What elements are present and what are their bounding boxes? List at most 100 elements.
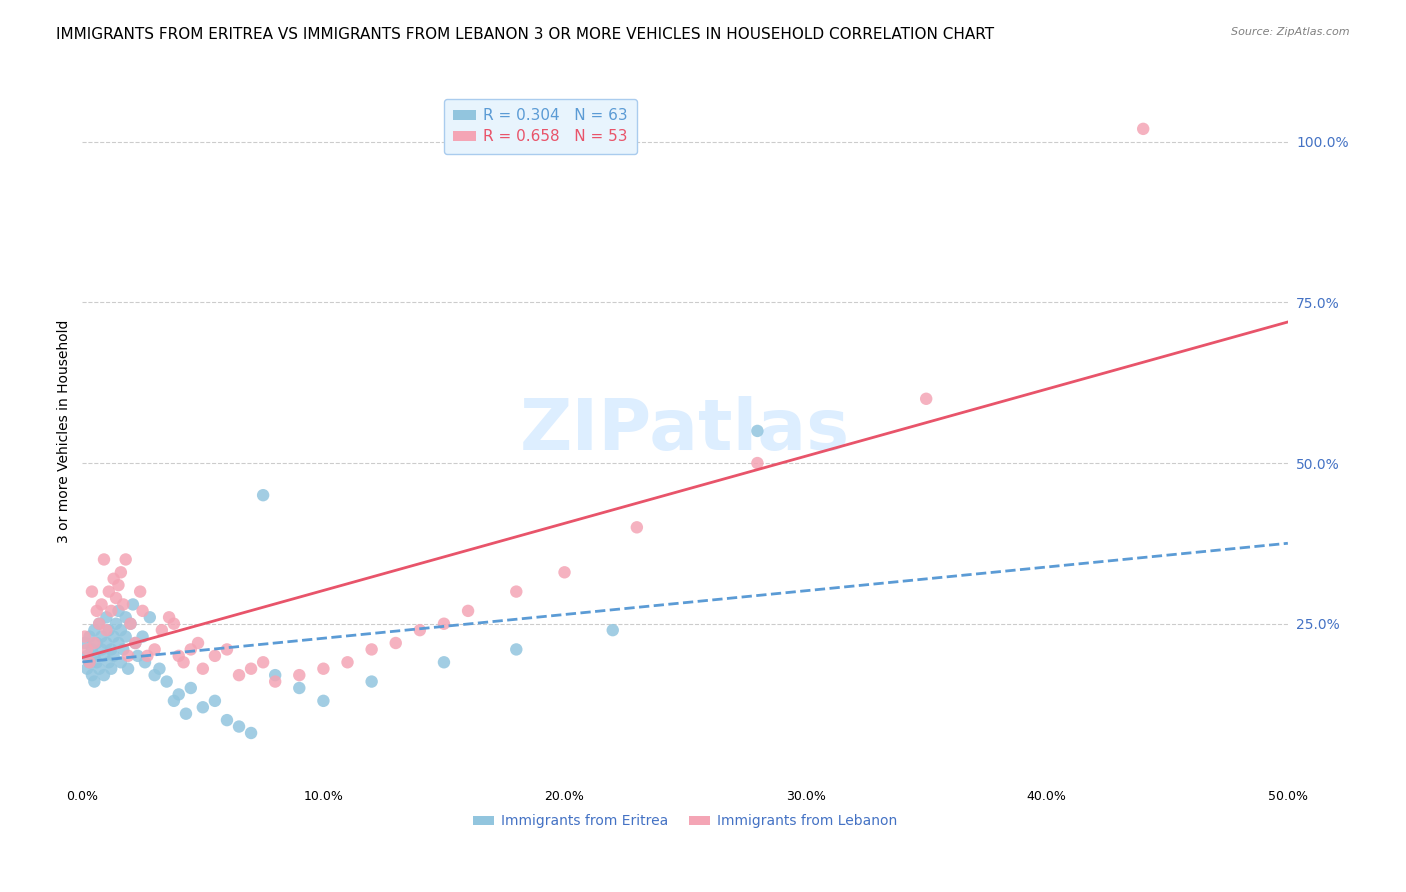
Point <box>122 598 145 612</box>
Point <box>191 700 214 714</box>
Point <box>505 584 527 599</box>
Point <box>80 668 103 682</box>
Point <box>120 616 142 631</box>
Point <box>110 566 132 580</box>
Point <box>180 642 202 657</box>
Point <box>107 604 129 618</box>
Point <box>173 655 195 669</box>
Point <box>80 584 103 599</box>
Point <box>433 616 456 631</box>
Point <box>96 610 118 624</box>
Point <box>100 604 122 618</box>
Point <box>83 674 105 689</box>
Point <box>264 674 287 689</box>
Point <box>89 616 111 631</box>
Legend: Immigrants from Eritrea, Immigrants from Lebanon: Immigrants from Eritrea, Immigrants from… <box>468 809 903 834</box>
Point <box>97 584 120 599</box>
Point <box>191 662 214 676</box>
Point <box>103 572 125 586</box>
Point <box>602 623 624 637</box>
Point <box>96 623 118 637</box>
Point <box>505 642 527 657</box>
Point <box>180 681 202 695</box>
Point <box>103 648 125 663</box>
Point <box>163 616 186 631</box>
Point <box>114 552 136 566</box>
Point <box>117 648 139 663</box>
Point <box>167 687 190 701</box>
Point <box>112 598 135 612</box>
Point <box>76 642 98 657</box>
Point <box>100 662 122 676</box>
Point <box>252 655 274 669</box>
Point <box>79 630 101 644</box>
Point <box>288 681 311 695</box>
Point <box>157 610 180 624</box>
Point <box>97 655 120 669</box>
Y-axis label: 3 or more Vehicles in Household: 3 or more Vehicles in Household <box>58 319 72 542</box>
Point <box>79 655 101 669</box>
Point <box>150 623 173 637</box>
Point <box>215 713 238 727</box>
Point <box>90 598 112 612</box>
Text: ZIPatlas: ZIPatlas <box>520 396 851 466</box>
Point <box>76 662 98 676</box>
Point <box>554 566 576 580</box>
Point <box>105 591 128 605</box>
Point <box>136 648 159 663</box>
Point <box>148 662 170 676</box>
Point <box>167 648 190 663</box>
Point <box>83 648 105 663</box>
Point <box>129 584 152 599</box>
Point <box>93 668 115 682</box>
Point <box>384 636 406 650</box>
Point <box>143 642 166 657</box>
Point <box>117 662 139 676</box>
Point <box>228 720 250 734</box>
Point <box>139 610 162 624</box>
Point <box>174 706 197 721</box>
Point <box>80 642 103 657</box>
Point <box>747 424 769 438</box>
Point <box>747 456 769 470</box>
Point <box>79 655 101 669</box>
Point <box>83 636 105 650</box>
Point <box>288 668 311 682</box>
Point <box>156 674 179 689</box>
Point <box>76 648 98 663</box>
Point <box>228 668 250 682</box>
Point <box>107 578 129 592</box>
Point <box>89 616 111 631</box>
Point <box>127 648 149 663</box>
Point <box>112 642 135 657</box>
Point <box>409 623 432 637</box>
Point <box>73 636 96 650</box>
Point <box>360 642 382 657</box>
Point <box>110 623 132 637</box>
Point <box>433 655 456 669</box>
Point <box>252 488 274 502</box>
Point <box>124 636 146 650</box>
Point <box>96 636 118 650</box>
Point <box>97 623 120 637</box>
Point <box>336 655 359 669</box>
Point <box>264 668 287 682</box>
Point <box>107 636 129 650</box>
Point <box>114 610 136 624</box>
Point <box>1132 121 1154 136</box>
Point <box>89 662 111 676</box>
Point <box>105 616 128 631</box>
Point <box>86 636 108 650</box>
Text: Source: ZipAtlas.com: Source: ZipAtlas.com <box>1232 27 1350 37</box>
Point <box>187 636 209 650</box>
Point <box>312 662 335 676</box>
Point <box>93 648 115 663</box>
Point <box>131 630 153 644</box>
Point <box>73 630 96 644</box>
Text: IMMIGRANTS FROM ERITREA VS IMMIGRANTS FROM LEBANON 3 OR MORE VEHICLES IN HOUSEHO: IMMIGRANTS FROM ERITREA VS IMMIGRANTS FR… <box>56 27 994 42</box>
Point <box>240 726 263 740</box>
Point <box>204 694 226 708</box>
Point <box>110 655 132 669</box>
Point <box>120 616 142 631</box>
Point <box>131 604 153 618</box>
